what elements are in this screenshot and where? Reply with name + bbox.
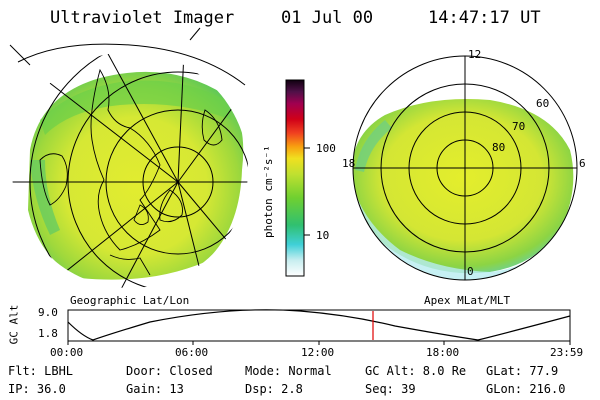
app-title: Ultraviolet Imager xyxy=(50,8,235,28)
info-gc-alt: GC Alt: 8.0 Re xyxy=(365,364,467,378)
magnetic-polar-map xyxy=(352,55,578,281)
mlat-label-80: 80 xyxy=(492,141,506,154)
info-mode: Mode: Normal xyxy=(245,364,332,378)
xtick-0000: 00:00 xyxy=(50,346,84,359)
mlt-label-0: 0 xyxy=(467,265,474,278)
geographic-map xyxy=(9,27,248,288)
time-label: 14:47:17 UT xyxy=(428,8,541,28)
xtick-1800: 18:00 xyxy=(426,346,460,359)
altitude-plot xyxy=(67,309,571,345)
info-ip: IP: 36.0 xyxy=(8,382,66,396)
mlat-label-70: 70 xyxy=(512,120,526,133)
altitude-ymax: 9.0 xyxy=(38,306,58,319)
left-map-label: Geographic Lat/Lon xyxy=(70,294,190,307)
info-door: Door: Closed xyxy=(126,364,213,378)
right-map-label: Apex MLat/MLT xyxy=(424,294,511,307)
colorbar-unit-label: photon cm⁻²s⁻¹ xyxy=(262,145,275,238)
colorbar-tick-100: 100 xyxy=(316,142,336,155)
date-label: 01 Jul 00 xyxy=(281,8,374,28)
colorbar-tick-10: 10 xyxy=(316,229,330,242)
xtick-2359: 23:59 xyxy=(550,346,584,359)
mlt-label-18: 18 xyxy=(342,157,356,170)
info-glon: GLon: 216.0 xyxy=(486,382,566,396)
info-seq: Seq: 39 xyxy=(365,382,416,396)
mlt-label-12: 12 xyxy=(468,48,482,61)
xtick-1200: 12:00 xyxy=(301,346,335,359)
mlt-label-6: 6 xyxy=(579,157,586,170)
mlat-label-60: 60 xyxy=(536,97,550,110)
info-gain: Gain: 13 xyxy=(126,382,184,396)
altitude-ymin: 1.8 xyxy=(38,327,58,340)
info-filter: Flt: LBHL xyxy=(8,364,74,378)
xtick-0600: 06:00 xyxy=(175,346,209,359)
info-dsp: Dsp: 2.8 xyxy=(245,382,303,396)
colorbar xyxy=(285,79,310,277)
info-glat: GLat: 77.9 xyxy=(486,364,559,378)
altitude-ylabel: GC Alt xyxy=(7,304,21,345)
